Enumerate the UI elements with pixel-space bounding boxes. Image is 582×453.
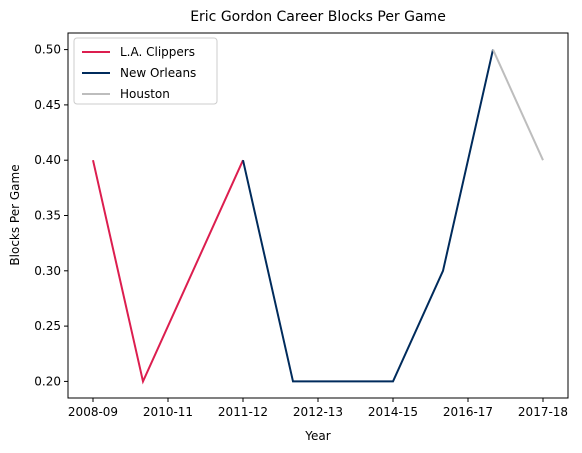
legend-label: New Orleans (120, 66, 196, 80)
legend: L.A. Clippers New Orleans Houston (73, 37, 218, 105)
x-axis: 2008-09 2010-11 2011-12 2012-13 2014-15 2016-… (68, 398, 568, 419)
y-tick-label: 0.25 (34, 319, 61, 333)
legend-label: L.A. Clippers (120, 45, 195, 59)
chart-title: Eric Gordon Career Blocks Per Game (190, 9, 446, 25)
y-tick-label: 0.40 (34, 153, 61, 167)
legend-box (73, 37, 218, 105)
x-tick-label: 2014-15 (368, 405, 418, 419)
x-tick-label: 2010-11 (143, 405, 193, 419)
series-layer (92, 49, 544, 385)
y-axis: 0.20 0.25 0.30 0.35 0.40 0.45 0.50 (34, 43, 68, 388)
y-tick-label: 0.20 (34, 374, 61, 388)
legend-label: Houston (120, 87, 170, 101)
x-tick-label: 2017-18 (518, 405, 568, 419)
series-line-1 (92, 159, 244, 385)
y-axis-title: Blocks Per Game (8, 164, 22, 265)
y-tick-label: 0.35 (34, 209, 61, 223)
x-axis-title: Year (304, 429, 330, 443)
x-tick-label: 2008-09 (68, 405, 118, 419)
x-tick-label: 2016-17 (443, 405, 493, 419)
series-line-2 (242, 49, 494, 383)
series-line-3 (492, 49, 544, 161)
y-tick-label: 0.45 (34, 98, 61, 112)
x-tick-label: 2012-13 (293, 405, 343, 419)
y-tick-label: 0.50 (34, 43, 61, 57)
y-tick-label: 0.30 (34, 264, 61, 278)
x-tick-label: 2011-12 (218, 405, 268, 419)
